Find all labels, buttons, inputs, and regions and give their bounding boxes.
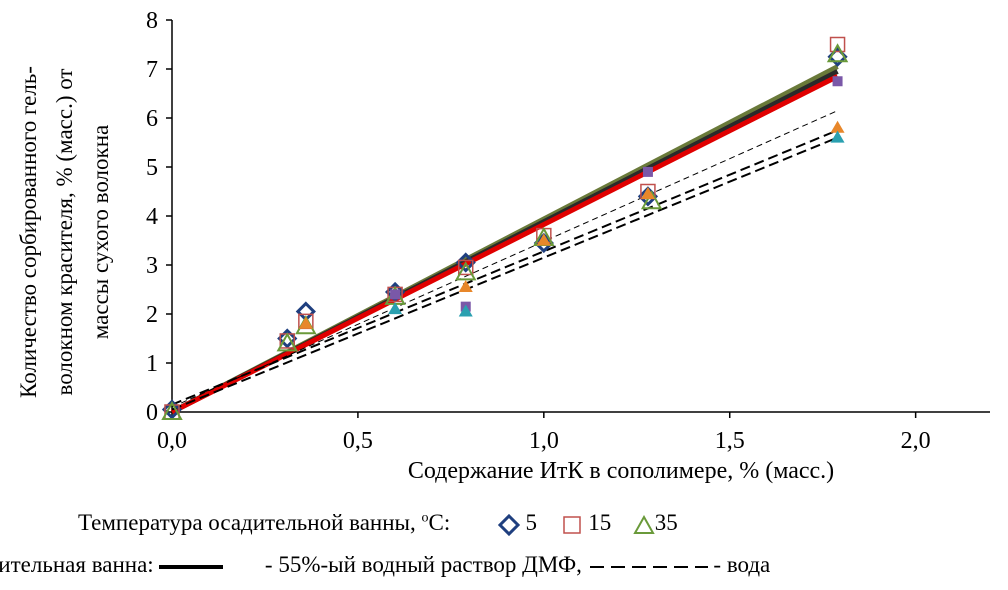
data-point-water-5 [832,76,843,87]
y-tick-label: 7 [146,57,158,83]
y-tick-label: 5 [146,155,158,181]
y-axis-label-line: волокном красителя, % (масс.) от [52,69,77,396]
legend-item-15: 15 [588,510,612,535]
trendline-thin-dashed [171,110,838,408]
legend-temp-unit: С: [428,510,451,535]
data-point-water-5 [642,166,653,177]
y-tick-label: 6 [146,106,158,132]
x-tick-label: 0,5 [343,428,373,454]
legend-item-35: 35 [654,510,678,535]
trendline-solid [170,74,839,415]
legend-triangle-marker [633,514,655,534]
data-point-water-5 [390,289,401,300]
data-point-dmf-15 [829,36,846,53]
data-point-dmf-35 [455,261,477,281]
data-point-dmf-35 [826,43,849,63]
y-tick-label: 2 [146,302,158,328]
legend-solid-line [159,564,224,569]
trendline-dashed [171,129,838,406]
x-tick-label: 2,0 [901,428,931,454]
y-tick-label: 3 [146,253,158,279]
data-point-dmf-35 [161,400,183,420]
legend-item-5: 5 [525,510,537,535]
y-tick-label: 4 [146,204,158,230]
legend-bath-solid-label: - 55%-ый водный раствор ДМФ, [264,552,582,577]
y-axis-label-line: массы сухого волокна [88,125,113,339]
legend-bath-dashed-label: - вода [713,552,771,577]
legend-dashed-line [589,565,708,568]
y-tick-label: 0 [146,400,158,426]
x-tick-label: 0,0 [157,428,187,454]
data-point-dmf-15 [457,259,474,276]
data-point-water-15 [458,280,473,293]
data-point-water-35 [830,130,845,143]
legend-bath-prefix: цительная ванна: [0,552,154,577]
data-point-water-15 [830,120,845,133]
data-point-dmf-35 [640,190,663,210]
data-point-water-35 [458,304,473,317]
legend-temp-label: Температура осадительной ванны, [78,510,416,535]
data-point-water-15 [536,233,551,246]
x-axis-label: Содержание ИтК в сополимере, % (масс.) [408,458,834,484]
data-point-dmf-5 [384,281,406,303]
data-point-water-15 [640,186,655,199]
data-point-water-15 [298,316,313,329]
legend-diamond-marker [497,513,520,536]
y-tick-label: 8 [146,8,158,34]
chart: 0 1 2 3 4 5 6 7 8 0,0 0,5 1,0 1,5 2,0 Содержание ИтК в… [16,8,990,484]
data-point-dmf-5 [161,399,183,420]
legend-bath: цительная ванна: - 55%-ый водный раствор… [0,552,770,578]
legend-temperature: Температура осадительной ванны, oС: 5 15… [78,510,678,536]
legend-square-marker [563,515,582,534]
y-tick-label: 1 [146,351,158,377]
x-tick-label: 1,0 [529,428,559,454]
y-axis-label-line: Количество сорбированного гель- [16,66,41,398]
legend-temp-unit-sup: o [421,510,429,526]
data-point-water-35 [388,302,403,315]
trendline-dashed [171,136,838,411]
data-point-dmf-35 [276,332,298,352]
x-tick-label: 1,5 [715,428,745,454]
data-point-dmf-5 [277,328,298,349]
